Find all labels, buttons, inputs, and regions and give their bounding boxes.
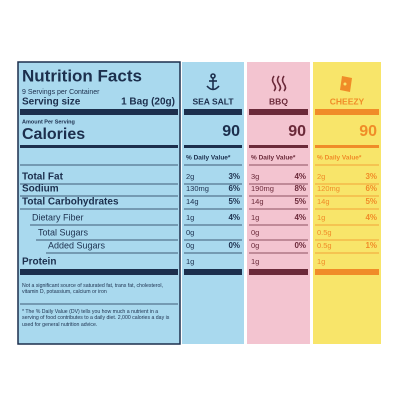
percent: 4% bbox=[294, 172, 306, 181]
thick-rule bbox=[20, 109, 178, 115]
rule bbox=[20, 145, 178, 148]
amount: 190mg bbox=[251, 184, 274, 193]
amount: 3g bbox=[251, 172, 259, 181]
rule bbox=[249, 145, 308, 148]
flame-icon bbox=[271, 75, 287, 92]
flavor-name: BBQ bbox=[269, 96, 288, 106]
percent: 1% bbox=[365, 241, 377, 250]
amount: 0.5g bbox=[317, 228, 332, 237]
anchor-icon bbox=[206, 73, 220, 91]
dv-header: % Daily Value* bbox=[251, 155, 296, 162]
flavor-name: SEA SALT bbox=[192, 96, 234, 106]
percent: 4% bbox=[365, 213, 377, 222]
percent: 4% bbox=[294, 213, 306, 222]
percent: 4% bbox=[228, 213, 240, 222]
nutrient-label: Protein bbox=[22, 257, 56, 268]
dv-header: % Daily Value* bbox=[317, 155, 362, 162]
calories: 90 bbox=[359, 123, 377, 140]
calories: 90 bbox=[288, 123, 306, 140]
servings: 9 Servings per Container bbox=[22, 89, 100, 96]
amount: 1g bbox=[186, 213, 194, 222]
percent: 3% bbox=[365, 172, 377, 181]
amount-per-serving: Amount Per Serving bbox=[22, 119, 75, 125]
rule bbox=[315, 145, 379, 148]
amount: 0g bbox=[186, 228, 194, 237]
percent: 6% bbox=[228, 184, 240, 193]
amount: 2g bbox=[186, 172, 194, 181]
amount: 1g bbox=[317, 257, 325, 266]
amount: 1g bbox=[186, 257, 194, 266]
footnote: Not a significant source of saturated fa… bbox=[22, 283, 163, 296]
thick-rule bbox=[184, 109, 242, 115]
amount: 0g bbox=[251, 228, 259, 237]
calories: 90 bbox=[222, 123, 240, 140]
cheese-icon bbox=[340, 76, 352, 92]
footnote: * The % Daily Value (DV) tells you how m… bbox=[22, 309, 170, 328]
amount: 14g bbox=[251, 197, 264, 206]
nutrient-label: Total Sugars bbox=[38, 227, 89, 237]
nutrient-label: Dietary Fiber bbox=[32, 212, 84, 222]
amount: 0g bbox=[186, 241, 194, 250]
thick-rule bbox=[20, 269, 178, 275]
percent: 0% bbox=[294, 241, 306, 250]
percent: 5% bbox=[365, 197, 377, 206]
amount: 0g bbox=[251, 241, 259, 250]
amount: 1g bbox=[317, 213, 325, 222]
percent: 8% bbox=[294, 184, 306, 193]
nutrient-label: Total Carbohydrates bbox=[22, 197, 119, 208]
percent: 3% bbox=[228, 172, 240, 181]
amount: 0.5g bbox=[317, 241, 332, 250]
amount: 130mg bbox=[186, 184, 209, 193]
nutrient-label: Total Fat bbox=[22, 172, 64, 183]
nutrient-label: Added Sugars bbox=[48, 240, 106, 250]
thick-rule bbox=[184, 269, 242, 275]
amount: 1g bbox=[251, 213, 259, 222]
dv-header: % Daily Value* bbox=[186, 155, 231, 162]
amount: 14g bbox=[186, 197, 199, 206]
percent: 5% bbox=[294, 197, 306, 206]
thick-rule bbox=[315, 109, 379, 115]
title: Nutrition Facts bbox=[22, 66, 142, 85]
calories-label: Calories bbox=[22, 126, 85, 143]
rule bbox=[184, 145, 242, 148]
serving-size: 1 Bag (20g) bbox=[121, 97, 175, 108]
flavor-name: CHEEZY bbox=[330, 96, 365, 106]
amount: 120mg bbox=[317, 184, 340, 193]
percent: 6% bbox=[365, 184, 377, 193]
amount: 2g bbox=[317, 172, 325, 181]
thick-rule bbox=[249, 109, 308, 115]
amount: 14g bbox=[317, 197, 330, 206]
percent: 0% bbox=[228, 241, 240, 250]
percent: 5% bbox=[228, 197, 240, 206]
serving-size-label: Serving size bbox=[22, 97, 81, 108]
amount: 1g bbox=[251, 257, 259, 266]
thick-rule bbox=[249, 269, 308, 275]
thick-rule bbox=[315, 269, 379, 275]
nutrient-label: Sodium bbox=[22, 184, 59, 195]
